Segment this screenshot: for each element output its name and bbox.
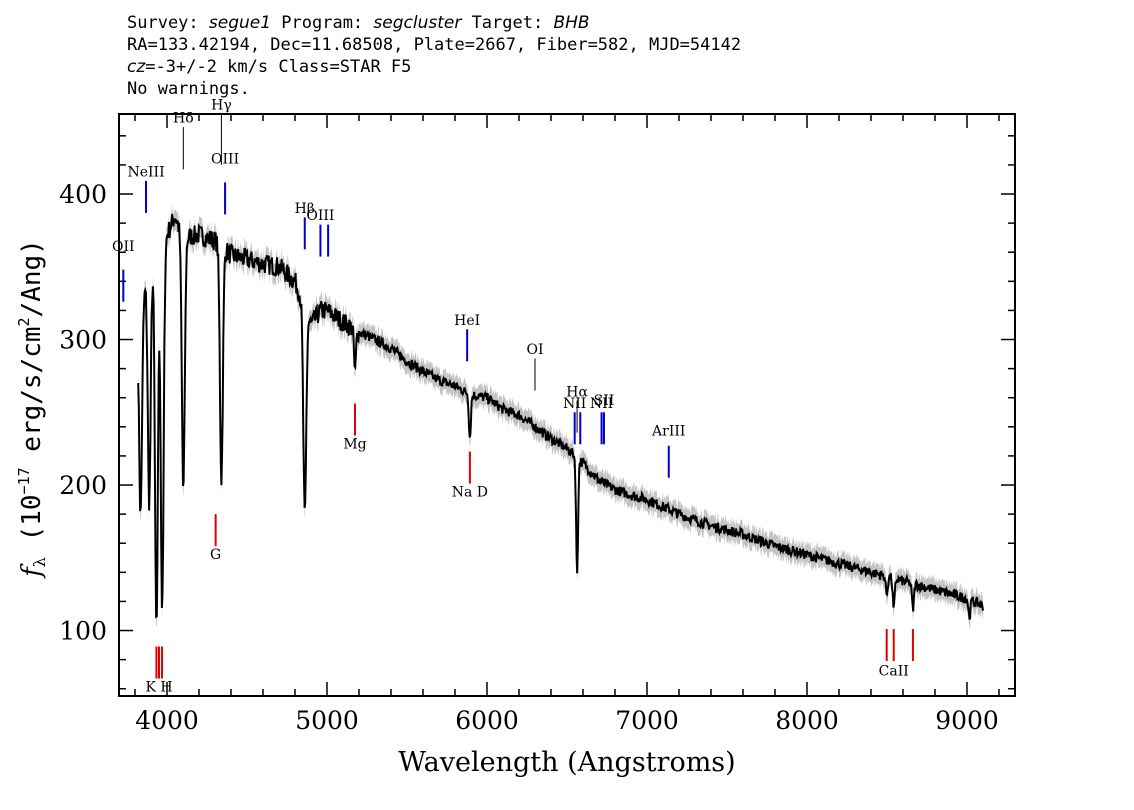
y-tick-label: 200 (59, 471, 107, 500)
ylabel-close: /Ang) (17, 239, 47, 317)
error-band-layer (138, 203, 983, 630)
target-value: BHB (553, 13, 590, 33)
x-tick-label: 8000 (775, 706, 839, 735)
line-label-mg: Mg (343, 437, 366, 453)
axis-ticks: 4000 5000 6000 7000 8000 9000 100 200 300 400 (59, 114, 1015, 735)
x-tick-label: 5000 (295, 706, 359, 735)
line-label-hγ: Hγ (211, 98, 232, 114)
survey-value: segue1 (208, 13, 272, 33)
line-label-oiii: OIII (306, 208, 334, 224)
line-label-nii: NII (563, 396, 586, 412)
cz-class: km/s Class=STAR F5 (216, 57, 412, 77)
ylabel-mid: erg/s/cm (17, 326, 47, 467)
spectrum-layer (137, 213, 984, 620)
ylabel-exp2: 2 (15, 317, 33, 326)
header-line-warnings: No warnings. (127, 79, 250, 99)
line-label-oi: OI (526, 342, 543, 358)
survey-label: Survey: (127, 13, 209, 33)
line-label-caii: CaII (879, 664, 909, 680)
line-label-oiii: OIII (211, 151, 239, 167)
line-label-g: G (210, 547, 221, 563)
line-label-k-h: K H (145, 680, 172, 696)
line-label-hβ: Hβ (295, 201, 315, 217)
x-tick-label: 9000 (935, 706, 999, 735)
y-tick-label: 300 (59, 326, 107, 355)
header-line-survey: Survey: segue1 Program: segcluster Targe… (127, 12, 741, 34)
target-label: Target: (461, 13, 554, 33)
header-line-redshift: cz=-3+/-2 km/s Class=STAR F5 (127, 56, 741, 78)
program-label: Program: (271, 13, 374, 33)
program-value: segcluster (373, 13, 462, 33)
line-label-na-d: Na D (452, 485, 488, 501)
cz-value: =-3+/-2 (145, 57, 217, 77)
x-tick-label: 7000 (615, 706, 679, 735)
ylabel-open: (10 (17, 494, 47, 557)
spectrum-header: Survey: segue1 Program: segcluster Targe… (127, 12, 741, 100)
spectrum-line (137, 213, 984, 620)
line-label-nii: NII (590, 396, 613, 412)
x-tick-label: 4000 (135, 706, 199, 735)
plot-frame (118, 113, 1016, 697)
x-tick-label: 6000 (455, 706, 519, 735)
ylabel-exp: −17 (15, 467, 33, 494)
header-line-coords: RA=133.42194, Dec=11.68508, Plate=2667, … (127, 35, 742, 55)
line-label-hα: Hα (566, 384, 588, 400)
line-label-sii: SII (594, 393, 615, 409)
ylabel-lambda: λ (30, 557, 49, 567)
cz-symbol: cz (127, 57, 146, 77)
y-tick-label: 400 (59, 180, 107, 209)
y-tick-label: 100 (59, 617, 107, 646)
line-label-oii: OII (112, 239, 135, 255)
line-label-ariii: ArIII (651, 424, 685, 440)
error-band (138, 203, 983, 630)
line-label-neiii: NeIII (127, 165, 164, 181)
line-label-hei: HeI (454, 313, 480, 329)
y-axis-label: fλ (10−17 erg/s/cm2/Ang) (15, 239, 49, 579)
x-axis-label: Wavelength (Angstroms) (398, 747, 735, 778)
